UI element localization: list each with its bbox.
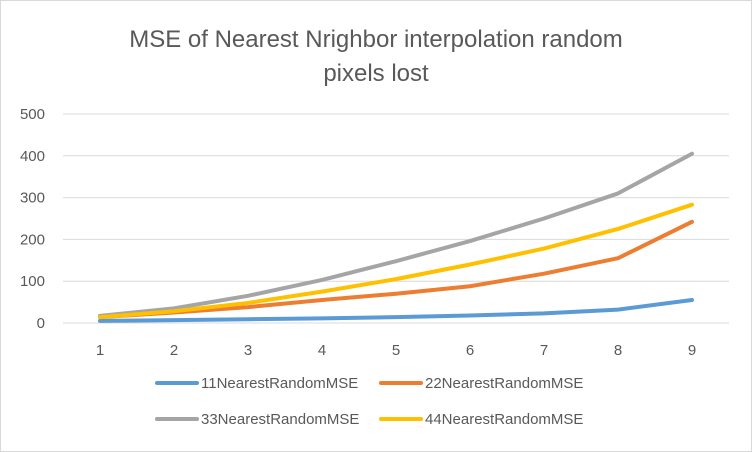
legend: 11NearestRandomMSE 22NearestRandomMSE 33Ne… xyxy=(155,375,583,428)
y-axis-ticks: 0 100 200 300 400 500 xyxy=(20,106,45,332)
series-line-44NearestRandomMSE xyxy=(98,202,694,320)
series-line-33NearestRandomMSE xyxy=(98,151,694,318)
x-tick-label: 7 xyxy=(540,342,548,359)
x-tick-label: 9 xyxy=(688,342,696,359)
legend-label: 22NearestRandomMSE xyxy=(425,375,583,392)
legend-label: 11NearestRandomMSE xyxy=(201,375,358,392)
y-tick-label: 200 xyxy=(20,231,45,248)
x-axis-ticks: 1 2 3 4 5 6 7 8 9 xyxy=(96,342,696,359)
x-tick-label: 4 xyxy=(318,342,326,359)
chart-title-line-2: pixels lost xyxy=(323,60,429,87)
series-line-22NearestRandomMSE xyxy=(98,219,694,320)
x-tick-label: 3 xyxy=(244,342,252,359)
y-tick-label: 0 xyxy=(37,315,45,332)
y-tick-label: 500 xyxy=(20,106,45,123)
x-tick-label: 6 xyxy=(466,342,474,359)
x-tick-label: 1 xyxy=(96,342,104,359)
legend-label: 44NearestRandomMSE xyxy=(425,411,583,428)
chart-title-line-1: MSE of Nearest Nrighbor interpolation ra… xyxy=(129,26,623,53)
x-tick-label: 5 xyxy=(392,342,400,359)
legend-label: 33NearestRandomMSE xyxy=(201,411,359,428)
y-tick-label: 100 xyxy=(20,273,45,290)
x-tick-label: 2 xyxy=(170,342,178,359)
y-tick-label: 400 xyxy=(20,148,45,165)
series-lines xyxy=(98,151,694,323)
x-tick-label: 8 xyxy=(614,342,622,359)
y-tick-label: 300 xyxy=(20,190,45,207)
gridlines xyxy=(63,113,729,324)
series-line-11NearestRandomMSE xyxy=(98,298,694,323)
